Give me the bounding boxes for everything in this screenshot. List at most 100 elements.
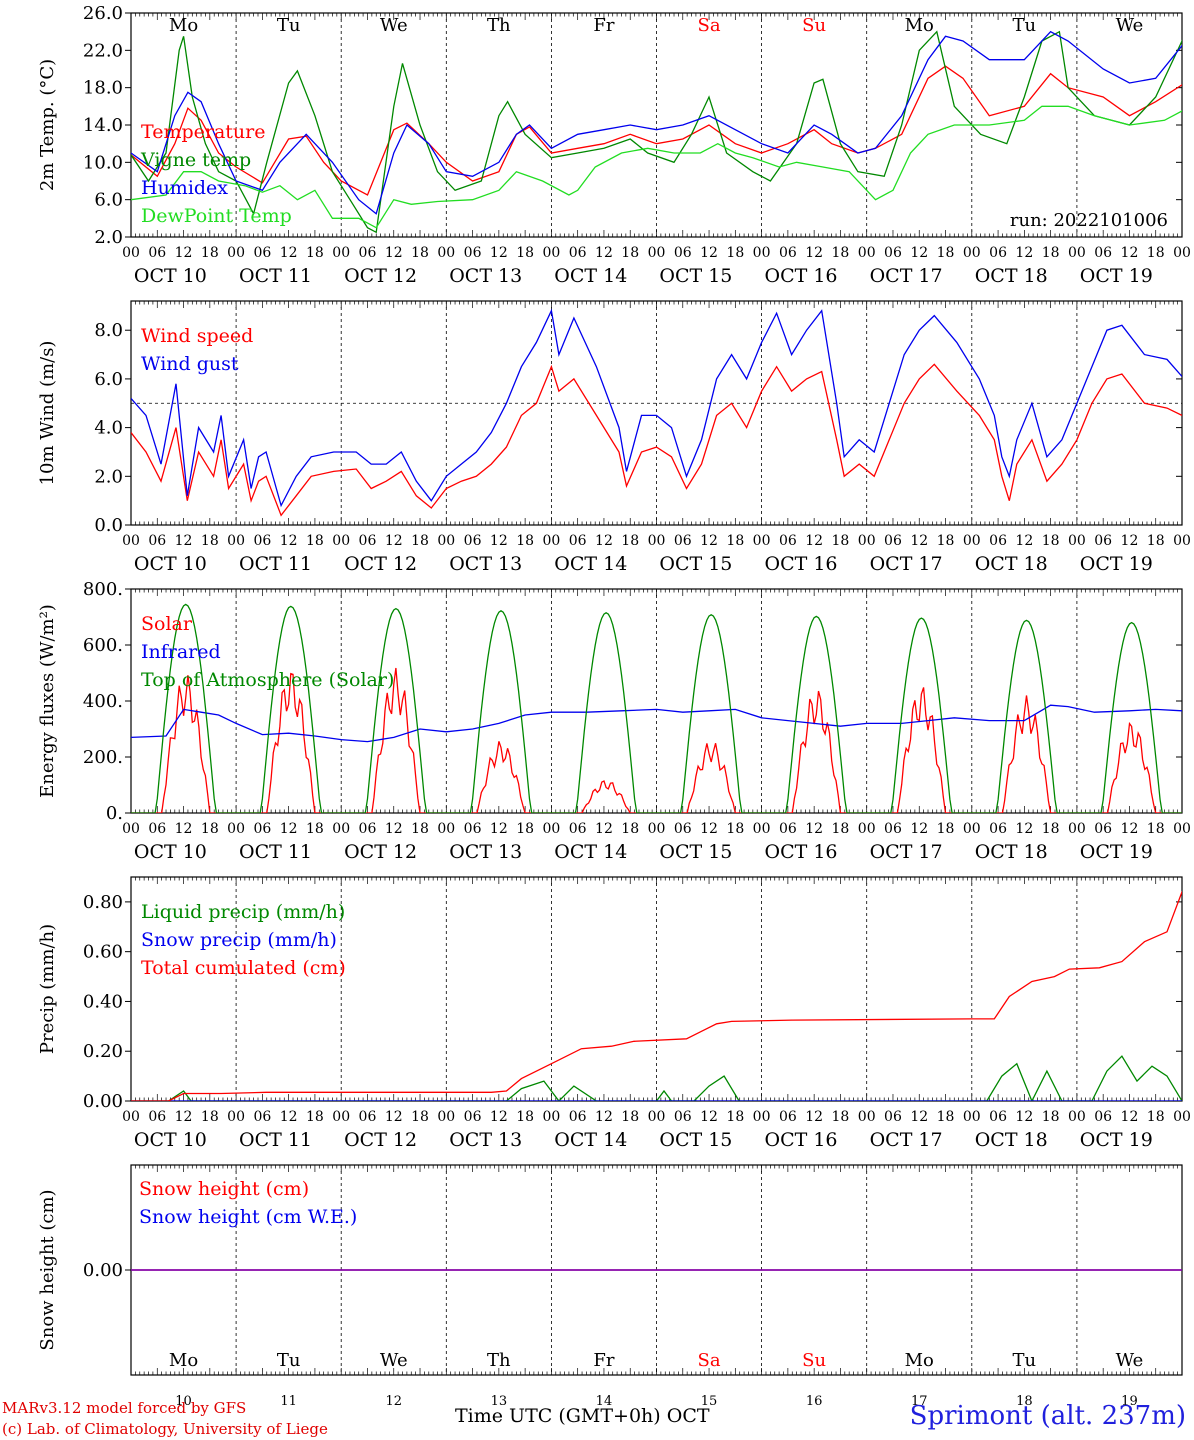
y-axis-label: Energy fluxes (W/m²) — [37, 604, 58, 798]
weekday-label: Tu — [1013, 15, 1037, 36]
hour-label: 06 — [569, 1109, 587, 1125]
date-label: OCT 15 — [659, 553, 732, 575]
hour-label: 18 — [937, 821, 955, 837]
day-number-label: 13 — [491, 1394, 508, 1409]
hour-label: 18 — [1042, 533, 1060, 549]
hour-label: 06 — [359, 245, 377, 261]
date-label: OCT 16 — [765, 1129, 838, 1151]
hour-label: 00 — [227, 245, 245, 261]
hour-label: 00 — [1173, 245, 1191, 261]
weekday-label: We — [380, 15, 408, 36]
panel-4 — [125, 876, 1183, 1102]
date-label: OCT 11 — [239, 553, 312, 575]
hour-label: 18 — [306, 533, 324, 549]
date-label: OCT 18 — [975, 553, 1048, 575]
date-label: OCT 14 — [554, 841, 627, 863]
hour-label: 00 — [753, 1109, 771, 1125]
series-line-total-cumulated-cm- — [131, 891, 1182, 1101]
hour-label: 12 — [910, 1109, 928, 1125]
hour-label: 18 — [411, 245, 429, 261]
hour-label: 06 — [569, 821, 587, 837]
hour-label: 06 — [253, 1109, 271, 1125]
series-line-wind-speed — [131, 363, 1182, 517]
day-number-label: 16 — [806, 1394, 823, 1409]
hour-label: 00 — [753, 245, 771, 261]
y-tick-label: 2.0 — [94, 227, 123, 248]
y-tick-label: 0.20 — [83, 1041, 123, 1062]
date-label: OCT 17 — [870, 841, 943, 863]
hour-label: 06 — [884, 821, 902, 837]
hour-label: 18 — [621, 1109, 639, 1125]
weekday-label: We — [1116, 15, 1144, 36]
hour-label: 06 — [359, 1109, 377, 1125]
weekday-label: Th — [487, 15, 511, 36]
hour-label: 18 — [621, 245, 639, 261]
series-line-temperature — [131, 65, 1182, 196]
legend-entry: Wind speed — [141, 325, 253, 347]
hour-label: 18 — [621, 821, 639, 837]
hour-label: 12 — [1015, 245, 1033, 261]
legend-entry: Total cumulated (cm) — [141, 957, 346, 979]
y-tick-label: 600. — [83, 635, 123, 656]
hour-label: 00 — [437, 1109, 455, 1125]
hour-label: 00 — [227, 533, 245, 549]
hour-label: 00 — [753, 821, 771, 837]
hour-label: 12 — [490, 821, 508, 837]
hour-label: 12 — [595, 821, 613, 837]
hour-label: 12 — [805, 1109, 823, 1125]
date-label: OCT 19 — [1080, 841, 1153, 863]
hour-label: 12 — [280, 245, 298, 261]
y-tick-label: 0.80 — [83, 892, 123, 913]
hour-label: 12 — [175, 1109, 193, 1125]
weekday-label: We — [380, 1350, 408, 1371]
hour-label: 12 — [910, 245, 928, 261]
hour-label: 06 — [1094, 821, 1112, 837]
hour-label: 00 — [122, 245, 140, 261]
hour-label: 18 — [1042, 1109, 1060, 1125]
hour-label: 18 — [1042, 245, 1060, 261]
hour-label: 18 — [411, 533, 429, 549]
date-label: OCT 19 — [1080, 265, 1153, 287]
y-axis-label: 10m Wind (m/s) — [37, 341, 58, 486]
hour-label: 00 — [542, 821, 560, 837]
weekday-label: Fr — [593, 15, 614, 36]
series-line-vigne-temp — [131, 30, 1182, 234]
hour-label: 06 — [884, 533, 902, 549]
hour-label: 00 — [648, 533, 666, 549]
hour-label: 18 — [1147, 533, 1165, 549]
hour-label: 18 — [726, 1109, 744, 1125]
hour-label: 06 — [253, 245, 271, 261]
day-number-label: 15 — [701, 1394, 718, 1409]
y-tick-label: 18.0 — [83, 78, 123, 99]
series-line-dewpoint-temp — [131, 105, 1182, 229]
hour-label: 18 — [201, 245, 219, 261]
y-tick-label: 400. — [83, 691, 123, 712]
hour-label: 12 — [1015, 533, 1033, 549]
y-tick-label: 10.0 — [83, 152, 123, 173]
weekday-label: Tu — [277, 1350, 301, 1371]
y-tick-label: 22.0 — [83, 40, 123, 61]
series-line-liquid-precip-mm-h- — [131, 1055, 1182, 1101]
date-label: OCT 15 — [659, 841, 732, 863]
date-label: OCT 12 — [344, 1129, 417, 1151]
hour-label: 06 — [253, 821, 271, 837]
hour-label: 18 — [1147, 821, 1165, 837]
hour-label: 12 — [1015, 1109, 1033, 1125]
hour-label: 06 — [569, 245, 587, 261]
hour-label: 00 — [648, 821, 666, 837]
y-tick-label: 200. — [83, 747, 123, 768]
hour-label: 00 — [332, 533, 350, 549]
hour-label: 18 — [516, 245, 534, 261]
panel-1 — [125, 12, 1183, 238]
weekday-label: Fr — [593, 1350, 614, 1371]
hour-label: 18 — [306, 821, 324, 837]
legend-entry: Top of Atmosphere (Solar) — [141, 669, 394, 691]
hour-label: 12 — [595, 1109, 613, 1125]
hour-label: 12 — [805, 245, 823, 261]
hour-label: 18 — [306, 1109, 324, 1125]
hour-label: 00 — [542, 533, 560, 549]
hour-label: 00 — [542, 1109, 560, 1125]
day-number-label: 19 — [1121, 1394, 1138, 1409]
hour-label: 00 — [227, 821, 245, 837]
x-axis-title: Time UTC (GMT+0h) OCT — [455, 1405, 710, 1427]
